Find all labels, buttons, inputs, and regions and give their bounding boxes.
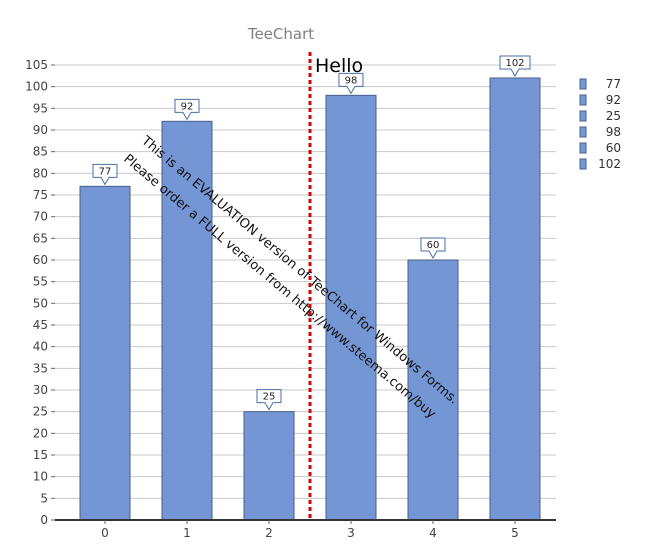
x-tick-label: 0 [101,526,109,540]
y-tick-label: 25 [33,405,48,419]
x-tick-label: 5 [511,526,519,540]
legend-swatch [579,158,587,170]
y-tick-label: 50 [33,296,48,310]
y-tick-label: 65 [33,231,48,245]
chart-title: TeeChart [247,25,314,43]
legend-swatch [579,94,587,106]
legend-entry: 98 [606,125,621,139]
y-tick-label: 20 [33,426,48,440]
x-tick-label: 4 [429,526,437,540]
data-label-box [420,237,446,260]
hello-annotation: Hello [315,55,363,77]
y-tick-label: 45 [33,318,48,332]
y-tick-label: 35 [33,361,48,375]
data-label-box [92,163,118,186]
x-tick-label: 2 [265,526,273,540]
bar-2 [243,411,295,521]
data-labels: 77 92 25 98 60 102 [92,55,531,411]
legend-entry: 60 [606,141,621,155]
x-tick-label: 3 [347,526,355,540]
legend-entry: 77 [606,77,621,91]
bars [79,77,541,521]
data-label: 98 [345,75,358,86]
legend-entry: 102 [598,157,621,171]
bar-5 [489,77,541,521]
y-tick-label: 75 [33,188,48,202]
bar-1 [161,120,213,521]
data-label: 102 [505,58,524,69]
bar-4 [407,259,459,521]
bar-0 [79,185,131,521]
y-tick-label: 55 [33,275,48,289]
legend-swatch [579,110,587,122]
y-tick-label: 95 [33,101,48,115]
x-tick-label: 1 [183,526,191,540]
data-label: 25 [263,392,276,403]
y-tick-label: 40 [33,340,48,354]
data-label-box [174,98,200,121]
y-tick-label: 30 [33,383,48,397]
legend-swatch [579,126,587,138]
y-tick-label: 60 [33,253,48,267]
y-tick-label: 70 [33,210,48,224]
y-tick-label: 15 [33,448,48,462]
grid [55,64,556,499]
data-label: 77 [99,166,112,177]
bar-3 [325,94,377,521]
data-label-box [499,55,531,78]
data-label-box [256,389,282,411]
data-label-box [338,72,364,95]
axes: 0510152025303540455055606570758085909510… [25,58,556,540]
y-tick-label: 105 [25,58,48,72]
data-label: 92 [181,101,194,112]
y-tick-label: 90 [33,123,48,137]
y-tick-label: 80 [33,166,48,180]
legend-entry: 25 [606,109,621,123]
y-tick-label: 10 [33,470,48,484]
y-tick-label: 85 [33,145,48,159]
y-tick-label: 100 [25,80,48,94]
data-label: 60 [427,240,440,251]
legend: 77 92 25 98 60 102 [579,77,621,171]
y-tick-label: 5 [40,491,48,505]
legend-entry: 92 [606,93,621,107]
y-tick-label: 0 [40,513,48,527]
legend-swatch [579,142,587,154]
legend-swatch [579,78,587,90]
